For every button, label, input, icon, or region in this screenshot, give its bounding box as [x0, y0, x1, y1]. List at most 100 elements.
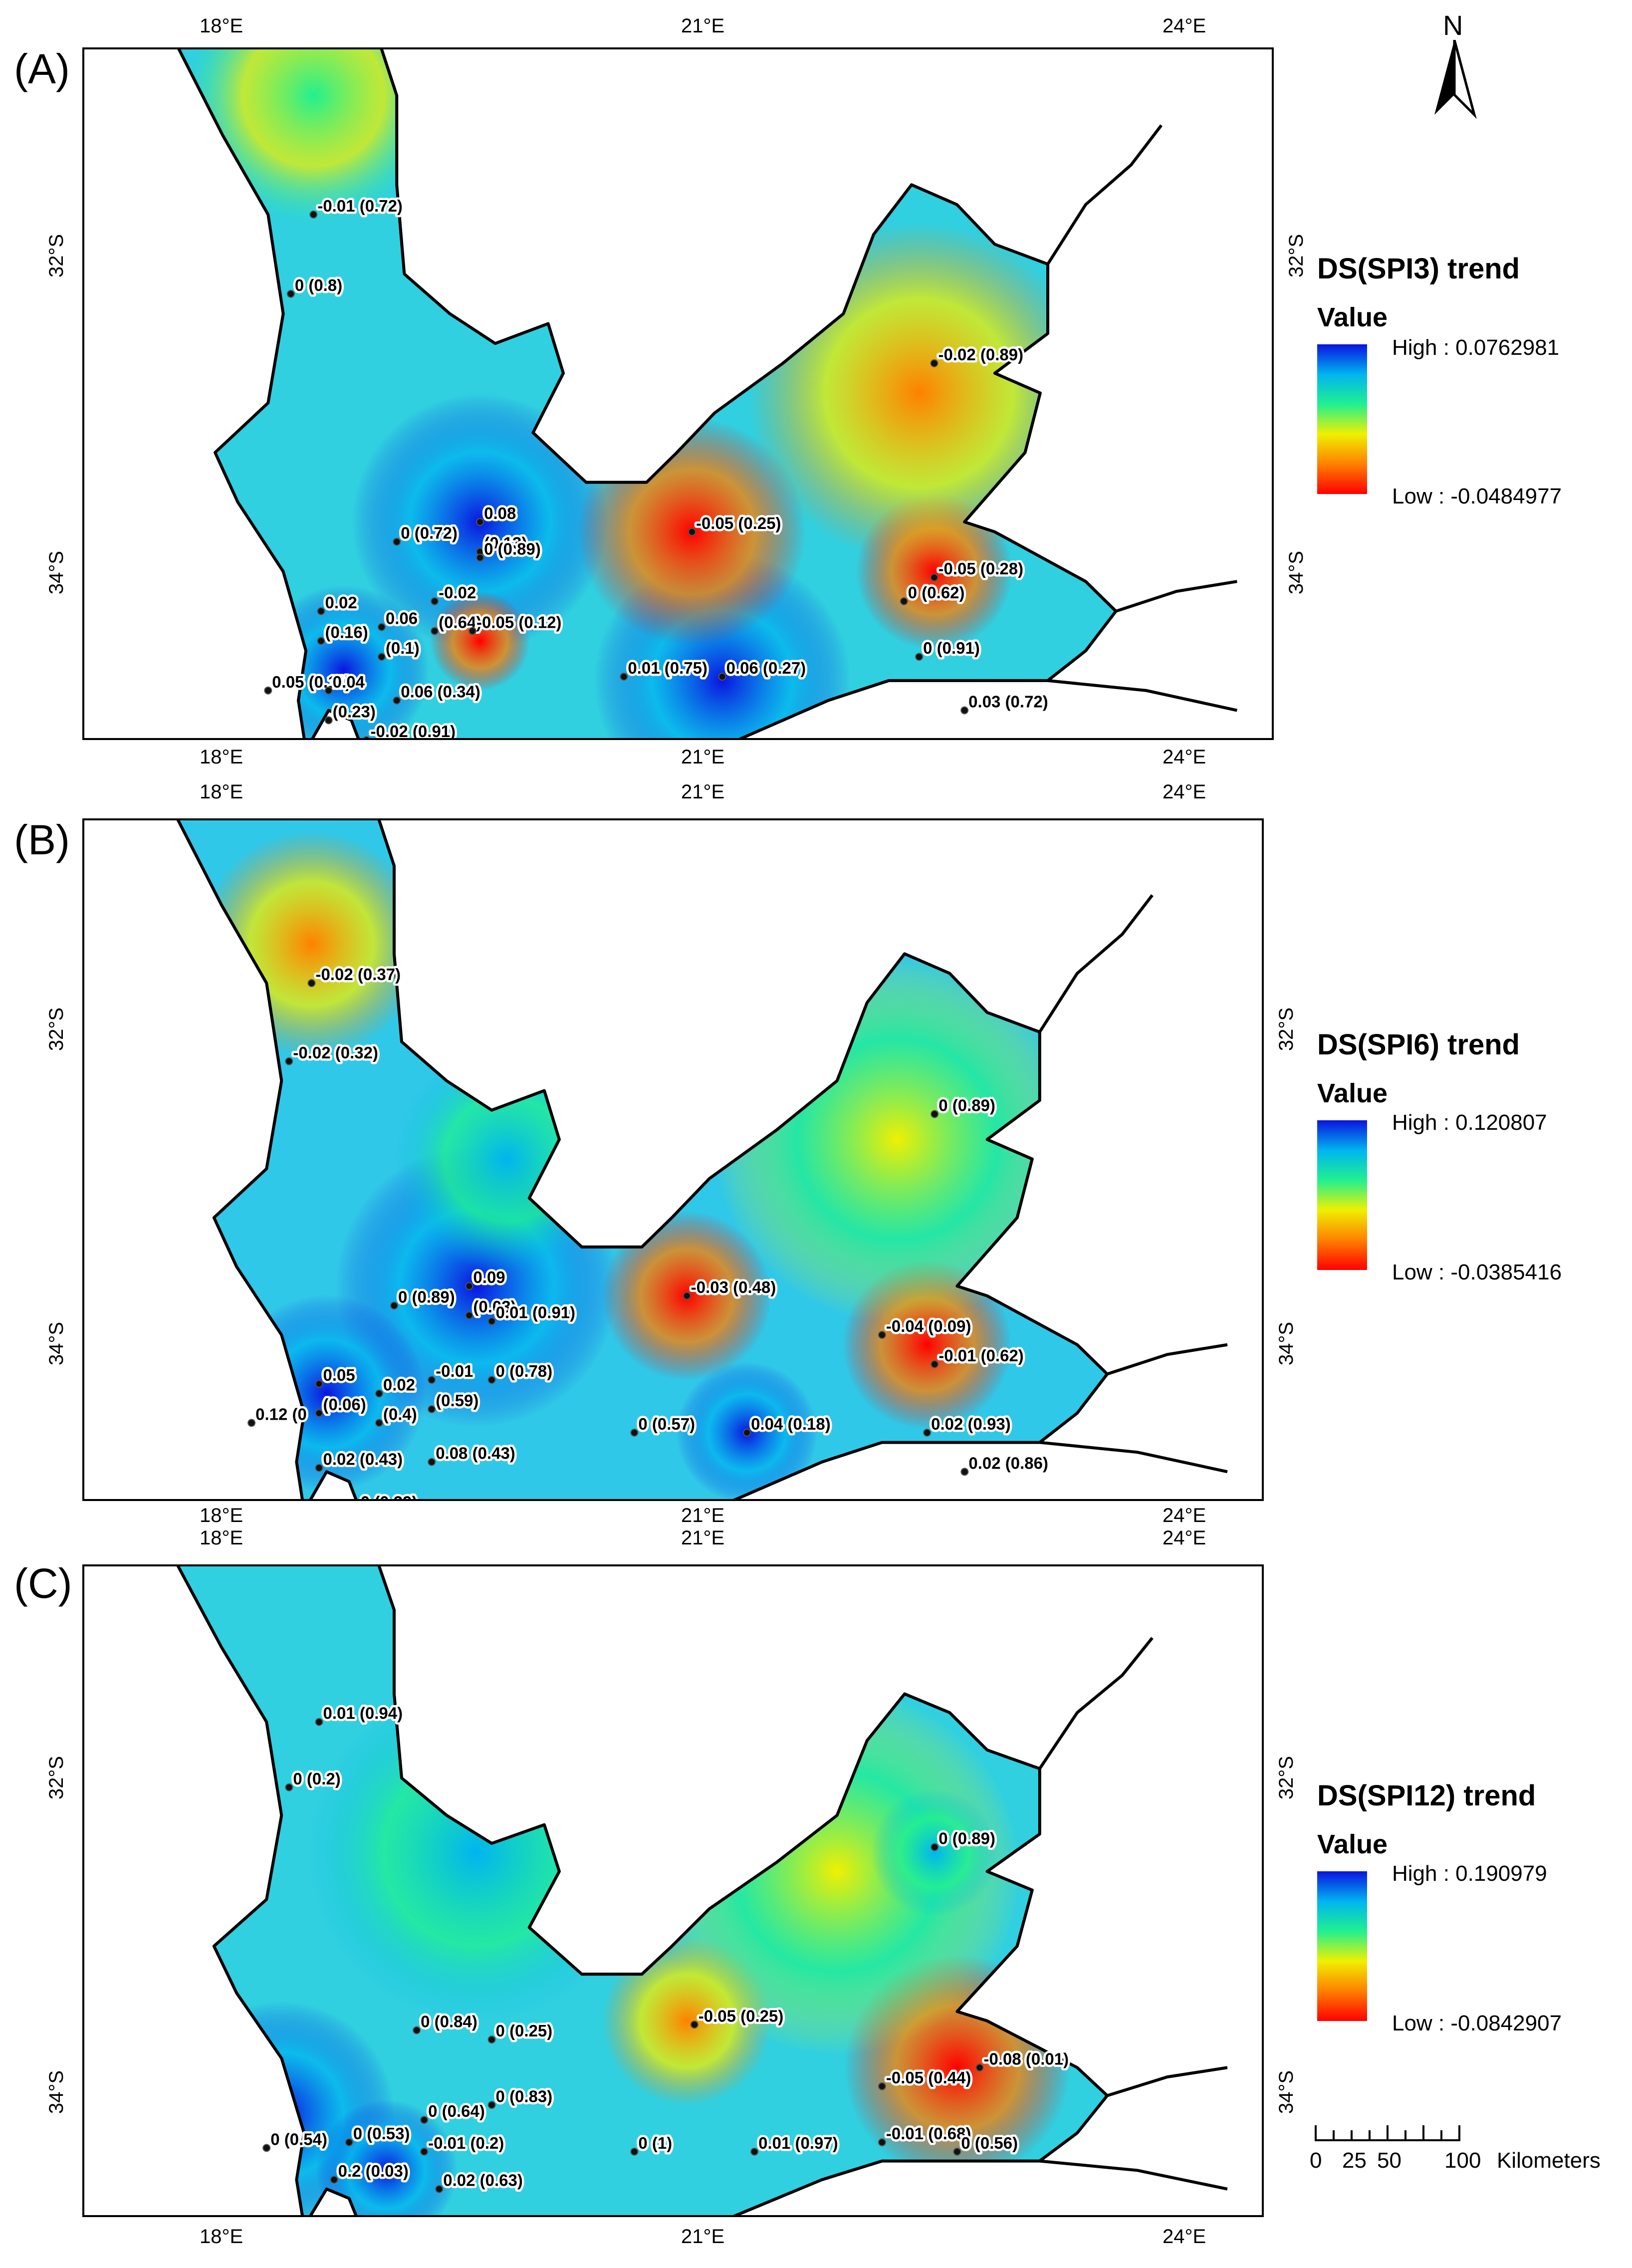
station-dot — [930, 359, 938, 368]
station-label: -0.05 (0.25) — [696, 514, 781, 532]
panel-c-legend-title: DS(SPI12) trend — [1317, 1779, 1536, 1812]
panel-c-legend-low: Low : -0.0842907 — [1392, 2011, 1562, 2035]
station-dot — [345, 2138, 353, 2147]
coastline — [1047, 679, 1238, 712]
panel-a-bottom-18e: 18°E — [200, 746, 243, 768]
station-label: 0 (0.89) — [938, 1096, 995, 1115]
province-outline — [176, 820, 1109, 1499]
station-dot — [487, 2035, 496, 2044]
panel-b-svg: -0.02 (0.37) -0.02 (0.32) 0 (0.89) -0.03 (0… — [176, 820, 1228, 1499]
station-label: 0.03 (0.72) — [968, 693, 1048, 711]
station-dot — [420, 2116, 429, 2124]
panel-b-map: -0.02 (0.37) -0.02 (0.32) 0 (0.89) -0.03 (0… — [82, 818, 1264, 1501]
station-dot — [285, 1783, 293, 1791]
station-dot — [630, 1428, 639, 1437]
station-label: 0 (0.56) — [961, 2134, 1018, 2152]
panel-a-top-21e: 21°E — [681, 15, 725, 37]
station-label: (0.06) — [323, 1395, 366, 1414]
station-label: -0.05 (0.25) — [699, 2007, 784, 2025]
station-label: 0.01 (0.97) — [758, 2134, 838, 2152]
panel-b-top-24e: 24°E — [1163, 781, 1206, 803]
station-dot — [285, 1057, 293, 1065]
panel-a-map: -0.01 (0.72) 0 (0.8) -0.02 (0.89) -0.05 (0.… — [82, 47, 1274, 740]
station-label: (0.59) — [436, 1391, 478, 1410]
panel-b-bottom-21e: 21°E — [681, 1505, 725, 1526]
panel-a-tag: (A) — [14, 45, 70, 92]
panel-b-legend-subtitle: Value — [1317, 1078, 1388, 1108]
border-line — [1046, 124, 1163, 265]
panel-a-legend-ramp — [1317, 344, 1367, 494]
scale-bar — [1315, 2125, 1460, 2141]
scale-label-25: 25 — [1342, 2148, 1367, 2173]
station-label: -0.08 (0.01) — [983, 2049, 1069, 2068]
station-dot — [931, 1110, 939, 1118]
station-label: 0 (0.2) — [293, 1769, 340, 1788]
station-label: 0.2 (0.03) — [338, 2162, 409, 2180]
station-label: -0.01 (0.62) — [938, 1346, 1024, 1365]
panel-c-top-24e: 24°E — [1163, 1527, 1206, 1549]
station-label: 0 (0.89) — [938, 1829, 995, 1848]
station-label: 0.08 — [484, 504, 516, 522]
station-label: 0.02 — [325, 593, 357, 612]
station-dot — [688, 527, 696, 536]
station-label: -0.02 (0.37) — [315, 965, 401, 984]
panel-a-top-18e: 18°E — [200, 15, 243, 37]
border-line — [1038, 894, 1154, 1033]
panel-c-map: 0.01 (0.94) 0 (0.2) 0 (0.89) -0.05 (0.25) 0 … — [82, 1564, 1264, 2217]
panel-b-left-34s: 34°S — [45, 1321, 68, 1366]
station-label: 0.01 (0.94) — [323, 1704, 403, 1723]
panel-b-bottom-24e: 24°E — [1163, 1505, 1206, 1526]
station-dot — [468, 627, 476, 635]
station-dot — [930, 573, 938, 582]
station-label: 0.04 (0.18) — [751, 1415, 831, 1433]
border-line — [1038, 1637, 1154, 1770]
station-dot — [262, 2144, 271, 2152]
panel-a-left-34s: 34°S — [45, 550, 68, 595]
panel-b-tag: (B) — [14, 816, 70, 863]
panel-c-svg: 0.01 (0.94) 0 (0.2) 0 (0.89) -0.05 (0.25) 0 … — [176, 1566, 1228, 2215]
station-dot — [620, 672, 628, 681]
station-label: -0.02 (0.89) — [938, 345, 1023, 364]
panel-b-bottom-18e: 18°E — [200, 1505, 243, 1526]
station-label: 0 (0.89) — [484, 539, 541, 558]
station-dot — [487, 1317, 496, 1325]
station-dot — [363, 736, 370, 738]
province-outline — [177, 49, 1118, 738]
station-dot — [393, 537, 401, 546]
station-dot — [718, 672, 726, 681]
station-dot — [487, 1376, 496, 1384]
station-label: 0.06 (0.34) — [401, 683, 480, 701]
station-label: 0 (0.62) — [908, 583, 965, 602]
panel-b-right-32s: 32°S — [1275, 1007, 1298, 1051]
station-dot — [377, 623, 386, 631]
station-dot — [878, 2138, 886, 2147]
station-dot — [377, 653, 386, 661]
station-label: 0.06 — [386, 609, 418, 628]
panel-c-top-21e: 21°E — [681, 1527, 725, 1549]
station-label: 0 (0.53) — [353, 2124, 410, 2143]
panel-b-legend-high: High : 0.120807 — [1392, 1110, 1547, 1135]
panel-a-left-32s: 32°S — [45, 234, 68, 278]
station-dot — [330, 2176, 338, 2184]
station-dot — [413, 2026, 421, 2034]
border-line — [1107, 1343, 1228, 1376]
station-label: 0.04 — [333, 673, 365, 691]
station-dot — [393, 696, 401, 705]
station-dot — [315, 1718, 323, 1726]
panel-a-right-32s: 32°S — [1285, 234, 1308, 278]
station-dot — [878, 2082, 886, 2090]
station-label: (0.4) — [383, 1405, 417, 1423]
station-label: 0 (0.54) — [270, 2130, 327, 2148]
panel-c-tag: (C) — [14, 1560, 72, 1607]
station-dot — [264, 686, 272, 695]
station-label: 0.02 (0.63) — [443, 2171, 523, 2190]
panel-c-right-32s: 32°S — [1275, 1756, 1298, 1800]
panel-c-legend-ramp — [1317, 1871, 1367, 2021]
station-label: (0.16) — [325, 623, 368, 641]
station-label: -0.01 (0.68) — [886, 2124, 971, 2143]
station-dot — [915, 653, 924, 661]
panel-a-svg: -0.01 (0.72) 0 (0.8) -0.02 (0.89) -0.05 (0.… — [177, 49, 1238, 738]
panel-c-bottom-24e: 24°E — [1163, 2226, 1206, 2248]
station-dot — [390, 1301, 398, 1310]
panel-b-legend-ramp — [1317, 1120, 1367, 1270]
